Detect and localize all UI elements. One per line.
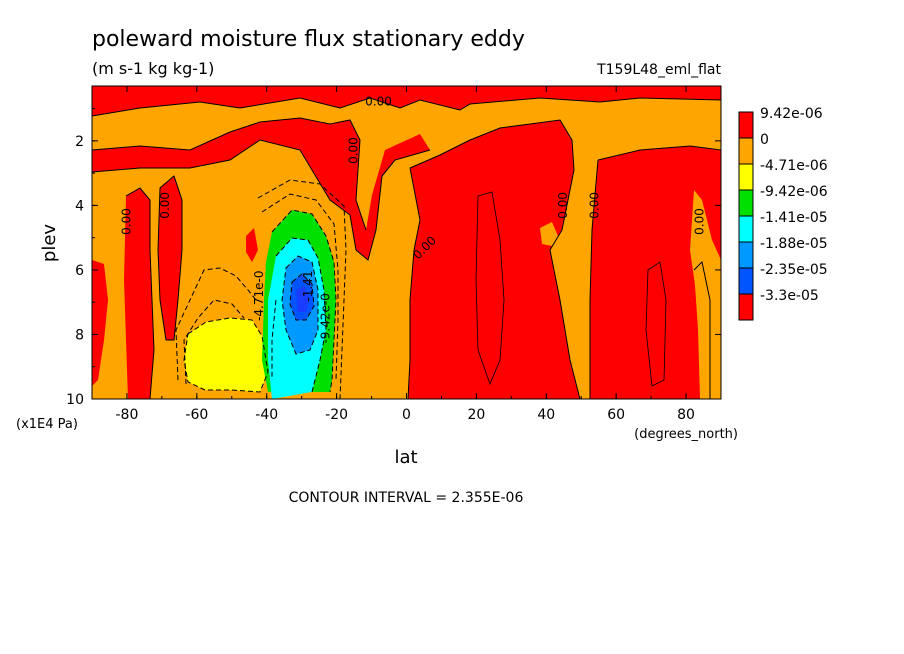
y-axis-title: plev	[39, 224, 60, 263]
dashed-contour-2	[261, 193, 339, 381]
zero-contour-left-band	[125, 187, 155, 399]
zero-contour-gap	[693, 260, 711, 399]
red-region-far-north	[590, 146, 721, 399]
colorbar-swatch	[738, 189, 754, 217]
dashed-contour-4	[183, 299, 245, 385]
colorbar-label: -4.71e-06	[760, 158, 828, 174]
dashed-contour-core	[289, 273, 315, 321]
x-tick-label: 60	[607, 407, 625, 423]
x-axis: -80 -60 -40 -20 0 20 40 60 80	[91, 86, 722, 423]
y-tick-label: 10	[66, 392, 84, 408]
colorbar-swatch	[738, 267, 754, 295]
experiment-label: T159L48_eml_flat	[596, 62, 721, 78]
dashed-contour-yellow	[183, 317, 269, 393]
zero-contours	[92, 97, 721, 399]
contour-interval-text: CONTOUR INTERVAL = 2.355E-06	[289, 490, 524, 506]
zero-contour-left-band-2	[157, 175, 183, 341]
x-tick-label: -20	[325, 407, 348, 423]
y-tick-label: 8	[75, 327, 84, 343]
x-tick-label: 80	[677, 407, 695, 423]
zero-contour-north	[409, 119, 581, 399]
y-tick-label: 6	[75, 263, 84, 279]
dashed-contour-green	[271, 209, 337, 393]
zero-contour-upper-left-2	[92, 139, 431, 261]
y-axis: 2 4 6 8 10	[66, 108, 721, 408]
contour-label: 0.00	[588, 192, 602, 219]
contour-label: 0.00	[119, 208, 133, 235]
colorbar-swatch	[738, 293, 754, 321]
contour-label: 0.00	[158, 192, 172, 219]
negative-contours	[175, 179, 347, 399]
colorbar-swatch	[738, 137, 754, 165]
red-region-left-band	[124, 188, 154, 399]
dashed-contour-1	[257, 179, 347, 399]
red-region-upper-left	[92, 118, 430, 260]
orange-hole-north	[540, 222, 558, 246]
dashed-contour-3	[175, 267, 257, 381]
colorbar-swatch	[738, 163, 754, 191]
zero-contour-far-north	[597, 145, 721, 161]
chart-units: (m s-1 kg kg-1)	[92, 59, 214, 78]
colorbar-label: 9.42e-06	[760, 106, 823, 122]
contour-label: 0.00	[365, 94, 392, 108]
contour-labels: 0.000.000.000.000.000.00 0.000.00-4.71e-0…	[119, 94, 706, 343]
contour-label: 0.00	[347, 137, 361, 164]
orange-hole-equator	[396, 228, 408, 246]
x-tick-label: -40	[255, 407, 278, 423]
colorbar-swatch	[738, 241, 754, 269]
zero-contour-top	[92, 97, 721, 117]
colorbar-label: -3.3e-05	[760, 288, 819, 304]
colorbar-label: -2.35e-05	[760, 262, 828, 278]
x-tick-label: -80	[116, 407, 139, 423]
colorbar-swatch	[738, 111, 754, 139]
contour-label: -9.42e-0	[319, 293, 333, 343]
plot-area	[92, 86, 721, 399]
red-region-top	[92, 86, 721, 116]
positive-contour-inner	[475, 191, 505, 386]
chart-title: poleward moisture flux stationary eddy	[92, 27, 525, 52]
y-tick-label: 4	[75, 198, 84, 214]
zero-contour-equator	[407, 167, 421, 399]
yellow-region	[184, 318, 268, 392]
colorbar: 9.42e-06 0 -4.71e-06 -9.42e-06 -1.41e-05 -1.8…	[738, 106, 828, 321]
contour-label: -1.41	[301, 271, 315, 302]
dashed-contour-5	[271, 299, 277, 380]
colorbar-swatch	[738, 215, 754, 243]
red-region-north	[408, 120, 580, 399]
zero-contour-far-north-2	[589, 159, 599, 399]
dashed-contour-cyan	[275, 237, 327, 393]
colorbar-label: -9.42e-06	[760, 184, 828, 200]
colorbar-label: 0	[760, 132, 769, 148]
positive-contour-inner-2	[645, 261, 667, 387]
x-axis-units: (degrees_north)	[634, 427, 738, 442]
colorbar-label: -1.41e-05	[760, 210, 828, 226]
contour-label: 0.00	[693, 208, 707, 235]
red-region-left-band-2	[158, 176, 182, 340]
x-tick-label: 0	[402, 407, 411, 423]
dashed-contour-blue	[281, 255, 319, 355]
contour-label: -4.71e-0	[252, 271, 266, 321]
x-tick-label: -60	[185, 407, 208, 423]
y-tick-label: 2	[75, 134, 84, 150]
contour-label: 0.00	[556, 192, 570, 219]
darkest-core	[296, 286, 310, 312]
x-tick-label: 20	[467, 407, 485, 423]
y-axis-units: (x1E4 Pa)	[16, 417, 78, 432]
x-tick-label: 40	[537, 407, 555, 423]
red-region-spot	[246, 228, 258, 262]
colorbar-label: -1.88e-05	[760, 236, 828, 252]
x-axis-title: lat	[394, 447, 417, 468]
red-region-far-left	[92, 260, 108, 386]
zero-contour-upper-left	[92, 117, 367, 231]
orange-gap-north	[694, 262, 710, 399]
